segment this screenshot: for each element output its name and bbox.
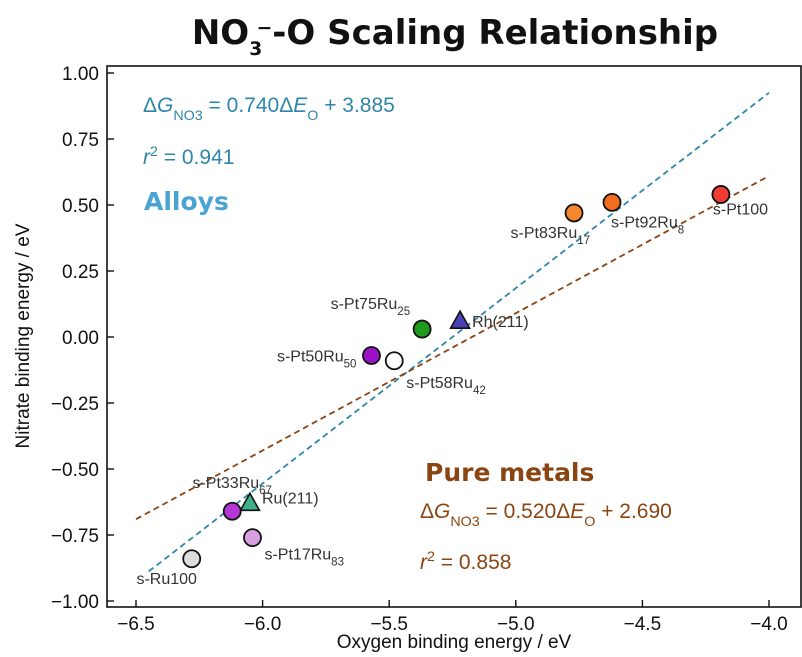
alloys-group-label: Alloys <box>144 187 229 216</box>
point-label: s-Pt83Ru17 <box>511 225 591 247</box>
point-s-ru100 <box>182 549 202 569</box>
pure-metals-group-label: Pure metals <box>425 458 594 487</box>
y-tick-label: −1.00 <box>51 592 99 613</box>
pure-metals-r-squared: r2 = 0.858 <box>420 549 511 574</box>
point-label: s-Pt17Ru83 <box>264 547 344 569</box>
alloys-fit-equation: ΔGNO3 = 0.740ΔEO + 3.885 <box>143 94 395 124</box>
point-s-pt75ru25 <box>412 319 432 339</box>
y-tick-label: −0.50 <box>51 460 99 481</box>
point-s-pt50ru50 <box>362 346 381 365</box>
point-ru-211- <box>239 491 261 512</box>
x-tick-label: −6.5 <box>117 614 155 635</box>
point-s-pt58ru42 <box>384 351 404 371</box>
x-tick-label: −4.5 <box>624 614 662 635</box>
y-tick-label: 0.50 <box>62 196 99 217</box>
alloys-r-squared: r2 = 0.941 <box>143 144 234 169</box>
point-label: s-Pt50Ru50 <box>277 348 357 370</box>
fit-lines <box>135 92 770 573</box>
point-s-pt100 <box>711 185 731 204</box>
y-tick-label: −0.25 <box>51 394 99 415</box>
fit-annotations: ΔGNO3 = 0.740ΔEO + 3.885 r2 = 0.941 Alloys… <box>143 94 672 574</box>
point-s-pt33ru67 <box>222 501 242 521</box>
x-tick-label: −5.0 <box>497 614 535 635</box>
alloys-fit-line <box>148 92 770 573</box>
point-s-pt92ru8 <box>602 192 622 212</box>
point-s-pt83ru17 <box>564 203 584 223</box>
point-s-pt17ru83 <box>243 528 262 548</box>
point-labels: s-Pt100 s-Pt92Ru8 s-Pt83Ru17 Rh(211) s-Pt75R… <box>136 201 768 587</box>
point-label: s-Pt33Ru67 <box>192 475 272 497</box>
data-points <box>182 185 731 569</box>
y-tick-label: 0.00 <box>62 328 99 349</box>
x-tick-label: −4.0 <box>750 614 788 635</box>
point-label: s-Ru100 <box>136 571 197 588</box>
x-tick-label: −6.0 <box>244 614 282 635</box>
point-rh-211- <box>449 309 471 329</box>
point-label: s-Pt58Ru42 <box>406 375 486 397</box>
x-axis-label: Oxygen binding energy / eV <box>337 632 572 653</box>
chart-title: NO3−-O Scaling Relationship <box>192 13 718 60</box>
pure-metals-fit-equation: ΔGNO3 = 0.520ΔEO + 2.690 <box>420 500 672 530</box>
point-label: s-Pt100 <box>713 201 768 218</box>
y-tick-label: 1.00 <box>62 64 99 85</box>
point-label: Rh(211) <box>472 314 529 331</box>
y-tick-label: −0.75 <box>51 526 99 547</box>
point-label: s-Pt92Ru8 <box>611 214 684 236</box>
pure_metals-fit-line <box>135 175 770 520</box>
y-axis-label: Nitrate binding energy / eV <box>13 223 34 448</box>
x-tick-label: −5.5 <box>370 614 408 635</box>
axis-ticks: −6.5 −6.0 −5.5 −5.0 −4.5 −4.0 1.00 0.75 0.50 0.25… <box>51 64 788 635</box>
y-tick-label: 0.25 <box>62 262 99 283</box>
y-tick-label: 0.75 <box>62 130 99 151</box>
point-label: s-Pt75Ru25 <box>331 296 411 318</box>
point-label: Ru(211) <box>262 490 319 507</box>
